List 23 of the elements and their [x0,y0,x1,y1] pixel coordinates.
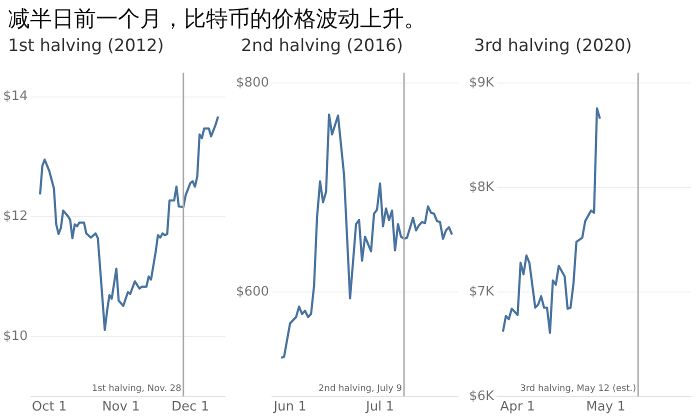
chart-subtitle: 1st halving (2012) [7,36,165,58]
chart-title: 减半日前一个月，比特币的价格波动上升。 [7,5,427,33]
x-tick-label: Oct 1 [32,400,67,415]
y-tick-label: $12 [2,208,28,224]
y-tick-label: $14 [2,89,28,104]
ref-line-label: 2nd halving, July 9 [318,384,402,394]
y-tick-label: $10 [2,328,28,344]
x-tick-label: Apr 1 [500,400,536,415]
ref-line-label: 1st halving, Nov. 28 [92,384,182,394]
x-tick-label: Dec 1 [172,400,210,415]
x-tick-label: Jun 1 [272,400,306,415]
y-tick-label: $7K [468,284,495,300]
y-tick-label: $800 [236,76,270,91]
chart-subtitle: 3rd halving (2020) [473,36,633,58]
chart-subtitle: 2nd halving (2016) [240,36,404,58]
y-tick-label: $600 [236,284,270,300]
ref-line-label: 3rd halving, May 12 (est.) [520,384,636,394]
x-tick-label: Jul 1 [364,400,394,415]
y-tick-label: $6K [468,388,495,404]
x-tick-label: May 1 [586,400,626,415]
y-tick-label: $8K [468,180,495,195]
x-tick-label: Nov 1 [102,400,140,415]
y-tick-label: $9K [468,76,495,91]
